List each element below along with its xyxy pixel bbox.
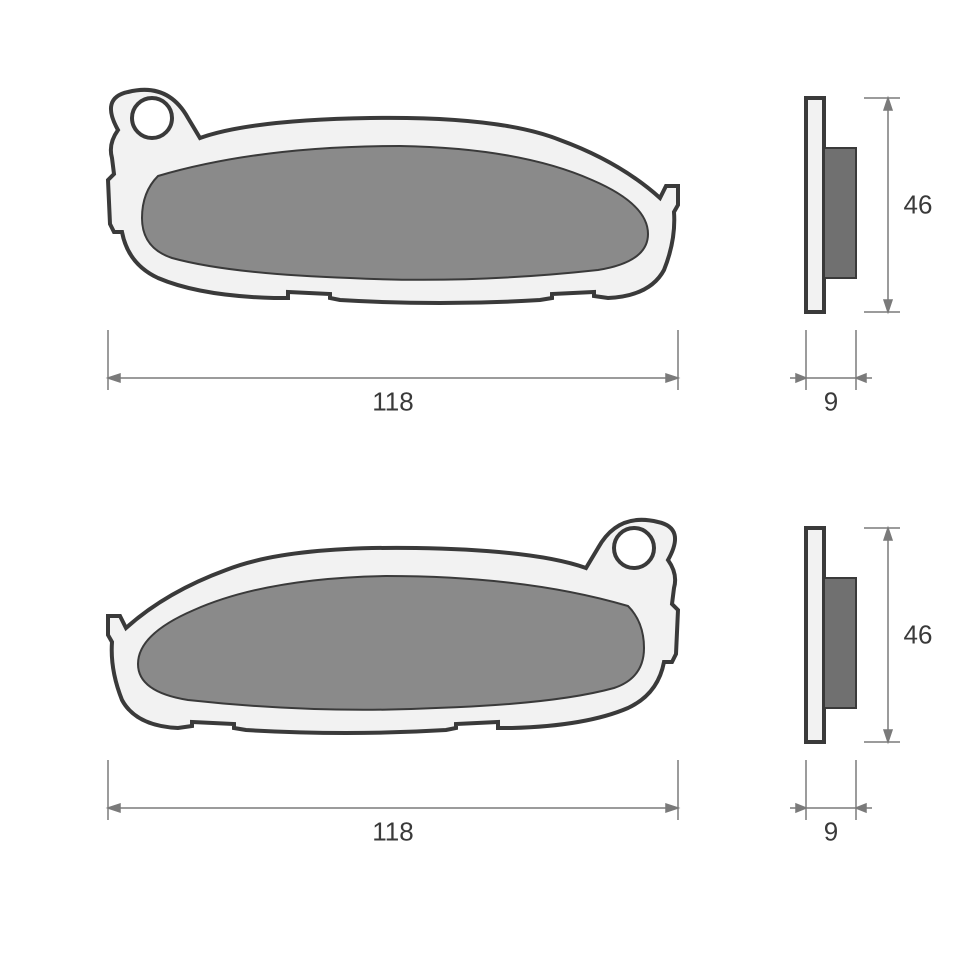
top-height-value: 46 bbox=[904, 190, 933, 221]
top-width-dimension bbox=[108, 330, 678, 390]
top-width-value: 118 bbox=[372, 387, 413, 418]
top-thickness-dimension bbox=[790, 330, 872, 390]
bottom-thickness-dimension bbox=[790, 760, 872, 820]
bottom-thickness-value: 9 bbox=[824, 817, 838, 848]
top-pad-front bbox=[108, 90, 678, 303]
bottom-pad-front bbox=[108, 520, 678, 733]
bottom-width-value: 118 bbox=[372, 817, 413, 848]
top-pad-side bbox=[806, 98, 856, 312]
bottom-width-dimension bbox=[108, 760, 678, 820]
bottom-height-dimension bbox=[864, 528, 900, 742]
technical-drawing bbox=[0, 0, 960, 960]
top-height-dimension bbox=[864, 98, 900, 312]
top-thickness-value: 9 bbox=[824, 387, 838, 418]
bottom-height-value: 46 bbox=[904, 620, 933, 651]
bottom-pad-side bbox=[806, 528, 856, 742]
